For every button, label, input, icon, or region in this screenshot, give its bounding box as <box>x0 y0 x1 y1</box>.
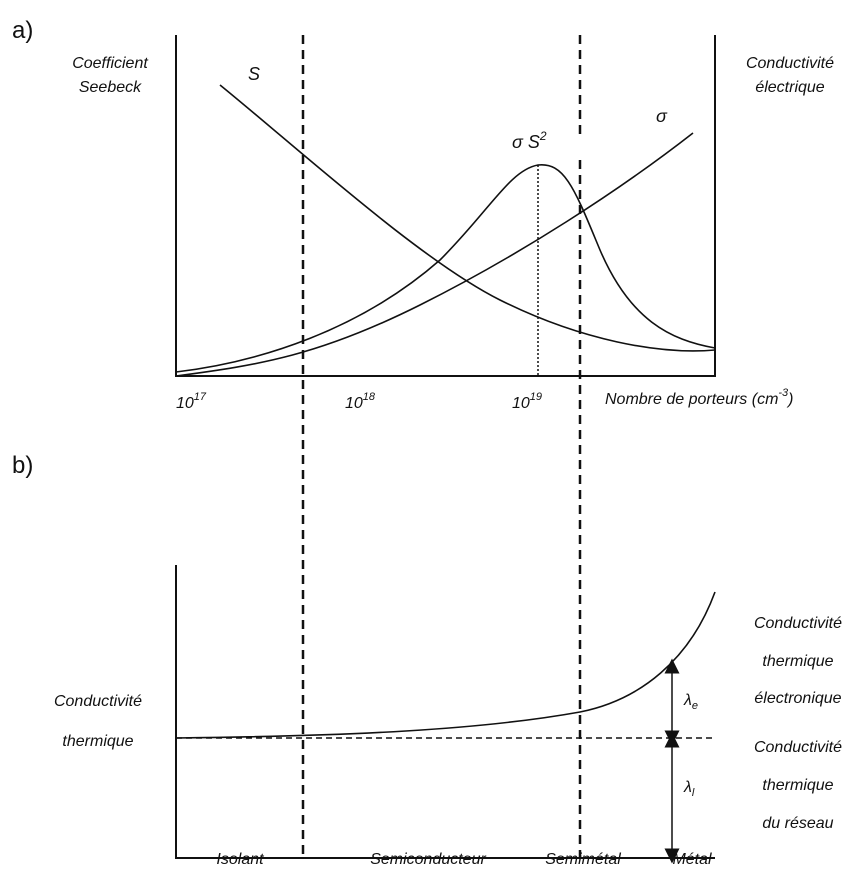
text-part: 17 <box>194 391 207 403</box>
text-part: -3 <box>778 387 789 399</box>
axis-label: du réseau <box>762 815 833 832</box>
thermal-curve <box>175 591 716 739</box>
axis-label: Conductivité <box>754 739 842 756</box>
axis-label: thermique <box>762 653 833 670</box>
curve-label: S <box>248 64 260 84</box>
region-label: Métal <box>672 851 712 868</box>
axes <box>175 35 716 377</box>
text-part: e <box>692 700 698 712</box>
panel-label: a) <box>12 17 33 44</box>
x-tick-label: 1019 <box>512 391 542 412</box>
text-part: 19 <box>530 391 542 403</box>
axis-label: Seebeck <box>79 79 142 96</box>
axis-label: Conductivité <box>54 693 142 710</box>
seebeck-curve <box>219 84 716 352</box>
axis-label: Coefficient <box>72 55 148 72</box>
lambda-label: λe <box>683 692 698 712</box>
text-part: σ S <box>512 132 540 152</box>
axes <box>175 565 715 859</box>
curve-label: σ S2 <box>512 129 547 152</box>
text-part: l <box>692 787 695 799</box>
axis-label: électrique <box>755 79 824 96</box>
text-part: ) <box>786 391 793 408</box>
axis-label: thermique <box>762 777 833 794</box>
text-part: λ <box>683 692 692 709</box>
text-part: 10 <box>345 395 363 412</box>
text-part: λ <box>683 779 692 796</box>
region-label: Semimétal <box>545 851 621 868</box>
axis-label: électronique <box>754 690 841 707</box>
curve-label: σ <box>656 106 668 126</box>
axis-label: thermique <box>62 733 133 750</box>
text-part: 10 <box>512 395 530 412</box>
x-tick-label: 1018 <box>345 391 376 412</box>
x-axis-label: Nombre de porteurs (cm-3) <box>605 387 794 408</box>
lambda-label: λl <box>683 779 695 799</box>
region-label: Semiconducteur <box>370 851 486 868</box>
conductivity-curve <box>175 132 694 377</box>
x-tick-label: 1017 <box>176 391 207 412</box>
text-part: 18 <box>363 391 376 403</box>
panel-label: b) <box>12 452 33 479</box>
text-part: 10 <box>176 395 194 412</box>
axis-label: Conductivité <box>746 55 834 72</box>
text-part: Nombre de porteurs (cm <box>605 391 778 408</box>
text-part: 2 <box>539 129 547 143</box>
axis-label: Conductivité <box>754 615 842 632</box>
power-factor-curve <box>175 164 716 373</box>
region-label: Isolant <box>216 851 264 868</box>
